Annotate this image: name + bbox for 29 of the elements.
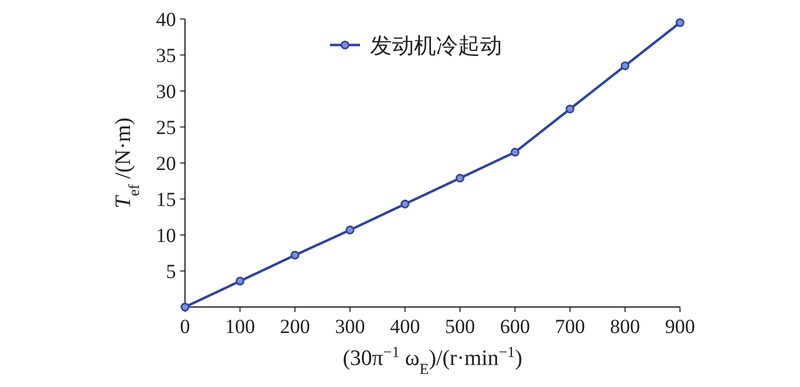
y-tick-label: 20 xyxy=(156,153,176,175)
x-tick-label: 900 xyxy=(665,316,695,338)
point xyxy=(290,250,300,260)
y-tick-label: 25 xyxy=(156,117,176,139)
x-tick-label: 300 xyxy=(335,316,365,338)
point xyxy=(236,276,244,286)
x-tick-label: 0 xyxy=(180,316,190,338)
y-tick-label: 35 xyxy=(156,45,176,67)
x-axis-title: (30π$^{−1}$ ω$_{E}$)/(r·min$^{−1}$) xyxy=(342,344,522,378)
point xyxy=(510,148,520,157)
x-tick-label: 400 xyxy=(390,316,420,338)
point xyxy=(346,226,354,234)
legend-label: 发动机冷起动 xyxy=(370,33,502,58)
y-tick-label: 40 xyxy=(156,9,176,31)
y-tick-label: 10 xyxy=(156,225,176,247)
y-tick-label: 5 xyxy=(166,261,176,283)
y-tick-label: 15 xyxy=(156,189,176,211)
point xyxy=(456,174,464,183)
x-tick-label: 100 xyxy=(225,316,255,338)
x-tick-label: 700 xyxy=(555,316,585,338)
point xyxy=(676,18,684,27)
x-tick-label: 600 xyxy=(500,316,530,338)
x-tick-label: 200 xyxy=(280,316,310,338)
point xyxy=(566,104,574,114)
x-tick-label: 800 xyxy=(610,316,640,338)
x-tick-label: 500 xyxy=(445,316,475,338)
point xyxy=(400,200,410,208)
y-tick-label: 30 xyxy=(156,81,176,103)
point xyxy=(620,61,630,70)
